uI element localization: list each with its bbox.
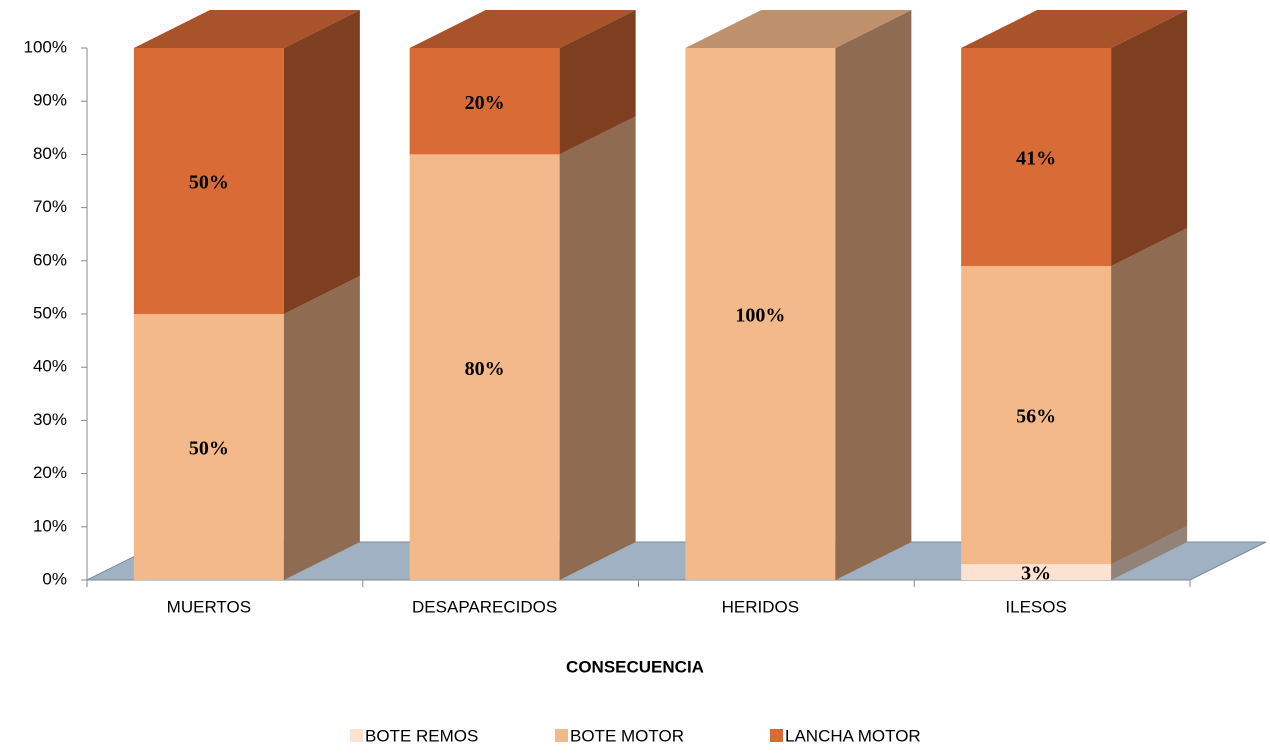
bar-segment xyxy=(409,154,560,580)
legend-swatch xyxy=(555,729,568,742)
legend-label: LANCHA MOTOR xyxy=(785,726,921,745)
x-tick-label: HERIDOS xyxy=(722,597,799,616)
bar-side xyxy=(835,10,912,580)
data-label: 50% xyxy=(189,438,229,460)
x-axis-title: CONSECUENCIA xyxy=(566,657,704,676)
y-tick-label: 0% xyxy=(42,569,67,588)
legend-label: BOTE REMOS xyxy=(365,726,478,745)
x-tick-label: ILESOS xyxy=(1005,597,1066,616)
legend-label: BOTE MOTOR xyxy=(570,726,684,745)
bar-top xyxy=(409,10,636,48)
y-tick-label: 70% xyxy=(33,197,67,216)
bar-segment xyxy=(961,564,1112,580)
bar-segment xyxy=(409,48,560,155)
data-label: 80% xyxy=(465,358,505,380)
y-tick-label: 20% xyxy=(33,463,67,482)
bar-segment xyxy=(961,48,1112,267)
data-label: 3% xyxy=(1021,563,1051,585)
y-tick-label: 100% xyxy=(24,37,67,56)
data-label: 100% xyxy=(735,305,785,327)
y-tick-label: 30% xyxy=(33,410,67,429)
bar-segment xyxy=(961,266,1112,565)
y-tick-label: 80% xyxy=(33,144,67,163)
y-tick-label: 60% xyxy=(33,250,67,269)
legend-swatch xyxy=(350,729,363,742)
data-label: 50% xyxy=(189,172,229,194)
bar-side xyxy=(559,10,636,155)
bar-segment xyxy=(685,48,836,580)
data-label: 41% xyxy=(1016,148,1056,170)
bar-side xyxy=(283,276,360,580)
bar-top xyxy=(961,10,1188,48)
data-label: 20% xyxy=(465,92,505,114)
legend-swatch xyxy=(770,729,783,742)
x-tick-label: DESAPARECIDOS xyxy=(412,597,557,616)
bar-top xyxy=(133,10,360,48)
bar-top xyxy=(685,10,912,48)
bar-side xyxy=(1111,10,1188,267)
y-tick-label: 40% xyxy=(33,357,67,376)
bar-side xyxy=(1111,228,1188,565)
bar-side xyxy=(1111,526,1188,580)
y-tick-label: 50% xyxy=(33,303,67,322)
bar-side xyxy=(283,10,360,314)
bar-segment xyxy=(133,314,284,580)
bar-segment xyxy=(133,48,284,314)
y-tick-label: 90% xyxy=(33,91,67,110)
y-tick-label: 10% xyxy=(33,516,67,535)
x-tick-label: MUERTOS xyxy=(167,597,251,616)
data-label: 56% xyxy=(1016,406,1056,428)
bar-side xyxy=(559,116,636,581)
